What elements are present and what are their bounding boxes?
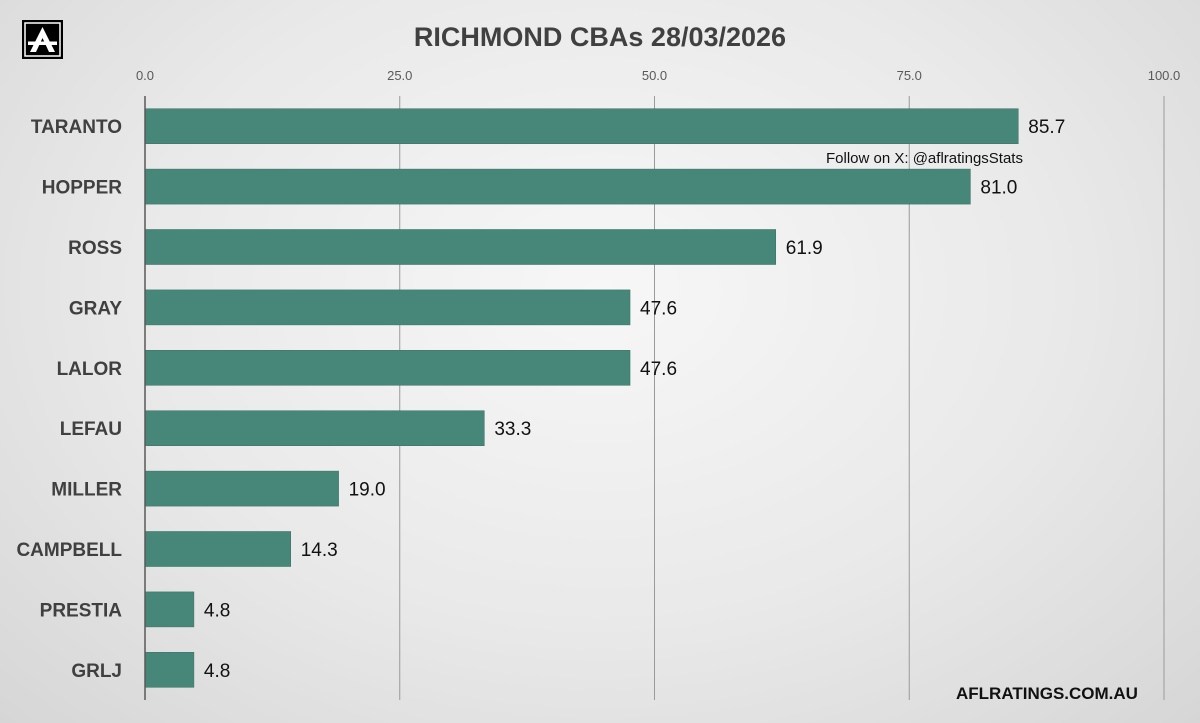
bar-taranto: [144, 108, 1019, 144]
x-tick-label: 100.0: [1148, 68, 1181, 83]
category-label: TARANTO: [31, 117, 122, 138]
logo-icon: [22, 20, 63, 59]
value-label: 81.0: [980, 178, 1017, 199]
category-label: LEFAU: [60, 419, 122, 440]
value-label: 19.0: [349, 480, 386, 501]
value-label: 14.3: [301, 540, 338, 561]
bar-series: [144, 108, 1019, 688]
bar-lalor: [144, 350, 631, 386]
bar-prestia: [144, 591, 195, 628]
category-label: CAMPBELL: [16, 540, 122, 561]
site-watermark: AFLRATINGS.COM.AU: [956, 684, 1138, 703]
chart-title: RICHMOND CBAs 28/03/2026: [414, 22, 786, 52]
value-label: 47.6: [640, 298, 677, 319]
value-label: 85.7: [1028, 117, 1065, 138]
value-labels: 85.7 81.0 61.9 47.6 47.6 33.3 19.0 14.3 4.8 4.8: [204, 117, 1065, 682]
category-label: PRESTIA: [40, 600, 123, 621]
value-label: 4.8: [204, 661, 230, 682]
bar-campbell: [144, 531, 291, 567]
x-tick-label: 25.0: [387, 68, 412, 83]
x-tick-label: 75.0: [897, 68, 922, 83]
follow-annotation: Follow on X: @aflratingsStats: [826, 150, 1023, 167]
bar-ross: [144, 229, 777, 265]
value-label: 4.8: [204, 600, 230, 621]
category-labels: TARANTO HOPPER ROSS GRAY LALOR LEFAU MILLER CAM…: [16, 117, 122, 682]
category-label: ROSS: [68, 238, 122, 259]
value-label: 61.9: [786, 238, 823, 259]
x-tick-label: 50.0: [642, 68, 667, 83]
x-tick-label: 0.0: [136, 68, 154, 83]
category-label: GRAY: [69, 298, 122, 319]
category-label: HOPPER: [42, 178, 123, 199]
bar-grlj: [144, 652, 195, 688]
category-label: MILLER: [51, 480, 122, 501]
bar-lefau: [144, 410, 485, 446]
value-label: 47.6: [640, 359, 677, 380]
bar-hopper: [144, 168, 971, 205]
category-label: GRLJ: [71, 661, 122, 682]
value-label: 33.3: [494, 419, 531, 440]
bar-gray: [144, 289, 631, 326]
category-label: LALOR: [57, 359, 123, 380]
bar-miller: [144, 470, 339, 507]
x-axis-ticks: 0.0 25.0 50.0 75.0 100.0: [136, 68, 1180, 83]
